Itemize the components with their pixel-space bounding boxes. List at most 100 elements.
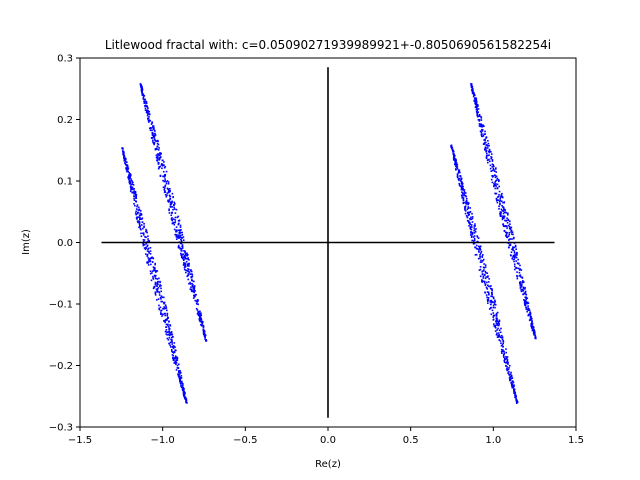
fractal-point — [196, 309, 199, 311]
fractal-point — [481, 279, 483, 281]
fractal-point — [165, 182, 168, 185]
fractal-point — [199, 320, 202, 323]
fractal-point — [475, 102, 478, 105]
fractal-point — [470, 224, 473, 226]
fractal-point — [173, 362, 176, 364]
fractal-point — [151, 132, 154, 134]
fractal-point — [130, 186, 133, 189]
fractal-point — [146, 261, 148, 263]
fractal-point — [161, 164, 164, 167]
fractal-point — [513, 236, 515, 239]
fractal-point — [494, 174, 496, 177]
fractal-point — [123, 155, 126, 158]
fractal-point — [519, 276, 522, 278]
fractal-point — [184, 256, 187, 259]
fractal-point — [520, 285, 523, 287]
fractal-point — [179, 242, 182, 245]
fractal-point — [470, 225, 472, 228]
fractal-point — [493, 325, 495, 327]
fractal-point — [487, 297, 490, 299]
fractal-point — [154, 134, 157, 136]
fractal-point — [484, 148, 487, 151]
fractal-point — [166, 180, 169, 182]
fractal-point — [128, 181, 131, 184]
fractal-point — [475, 101, 477, 104]
fractal-point — [176, 235, 179, 238]
fractal-point — [482, 259, 484, 262]
fractal-point — [458, 170, 460, 172]
fractal-point — [143, 102, 146, 104]
fractal-point — [505, 219, 508, 222]
fractal-point — [181, 256, 183, 258]
fractal-point — [527, 313, 530, 316]
fractal-point — [473, 237, 476, 240]
fractal-point — [169, 332, 171, 334]
fractal-point — [193, 280, 195, 283]
fractal-point — [166, 318, 168, 320]
fractal-point — [464, 205, 467, 207]
fractal-point — [158, 285, 161, 288]
fractal-point — [165, 181, 168, 183]
fractal-point — [162, 175, 164, 178]
fractal-point — [530, 319, 532, 321]
fractal-point — [453, 158, 455, 160]
fractal-point — [171, 212, 173, 214]
fractal-point — [488, 285, 490, 288]
fractal-point — [157, 158, 159, 160]
fractal-point — [189, 273, 191, 275]
fractal-point — [188, 265, 190, 267]
fractal-point — [171, 219, 173, 222]
fractal-point — [184, 264, 187, 266]
fractal-point — [473, 225, 476, 227]
fractal-point — [157, 153, 160, 156]
fractal-point — [520, 286, 522, 289]
fractal-point — [176, 357, 179, 360]
fractal-point — [131, 188, 134, 191]
fractal-point — [160, 295, 163, 297]
fractal-point — [478, 251, 480, 253]
fractal-point — [181, 237, 184, 239]
fractal-point — [494, 192, 496, 195]
fractal-point — [174, 233, 177, 236]
fractal-point — [499, 213, 502, 216]
fractal-point — [465, 203, 468, 205]
fractal-point — [141, 227, 144, 230]
fractal-point — [145, 102, 147, 104]
fractal-point — [140, 213, 143, 216]
fractal-point — [451, 148, 454, 151]
fractal-point — [135, 194, 137, 197]
fractal-point — [154, 276, 156, 278]
fractal-point — [490, 178, 493, 181]
fractal-point — [519, 284, 522, 287]
fractal-point — [491, 295, 494, 298]
fractal-point — [174, 356, 177, 358]
fractal-point — [144, 98, 146, 101]
fractal-point — [475, 100, 477, 103]
fractal-point — [174, 360, 176, 363]
fractal-point — [181, 253, 183, 256]
fractal-point — [484, 291, 486, 294]
fractal-point — [468, 213, 470, 216]
fractal-point — [188, 282, 190, 285]
fractal-point — [176, 364, 179, 367]
fractal-point — [500, 348, 503, 351]
fractal-point — [507, 218, 510, 221]
fractal-point — [507, 213, 509, 216]
fractal-point — [460, 178, 462, 181]
fractal-point — [186, 265, 189, 267]
fractal-point — [177, 234, 180, 236]
fractal-point — [131, 183, 133, 186]
fractal-point — [500, 215, 502, 217]
fractal-point — [153, 138, 156, 141]
fractal-point — [178, 374, 180, 376]
y-tick-label: −0.2 — [49, 361, 73, 372]
fractal-point — [132, 191, 134, 194]
fractal-point — [482, 135, 485, 137]
fractal-point — [153, 133, 155, 135]
fractal-point — [176, 229, 178, 232]
fractal-point — [516, 401, 519, 404]
fractal-point — [200, 324, 203, 326]
fractal-point — [517, 263, 520, 265]
fractal-point — [473, 91, 475, 94]
fractal-point — [513, 389, 516, 391]
